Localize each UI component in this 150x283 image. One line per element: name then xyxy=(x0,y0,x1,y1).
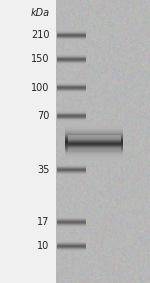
Text: 150: 150 xyxy=(31,54,50,65)
Text: 35: 35 xyxy=(37,165,50,175)
Text: 100: 100 xyxy=(31,83,50,93)
Text: kDa: kDa xyxy=(30,8,50,18)
Text: 10: 10 xyxy=(37,241,50,251)
Text: 210: 210 xyxy=(31,30,50,40)
Text: 17: 17 xyxy=(37,217,50,227)
Text: 70: 70 xyxy=(37,111,50,121)
